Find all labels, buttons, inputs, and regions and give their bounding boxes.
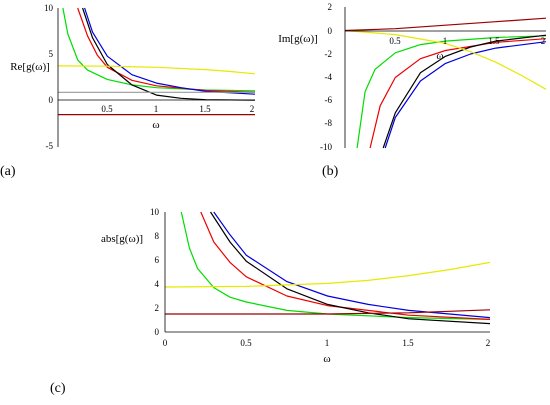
ytick-b-2: 0 <box>328 26 333 36</box>
series-line-c-1 <box>180 211 491 320</box>
ytick-b-5: -6 <box>325 95 333 105</box>
x-label-c: ω <box>323 353 330 365</box>
xtick-c-5: 2 <box>486 338 491 348</box>
series-line-c-5 <box>164 261 491 288</box>
series-line-a-4 <box>82 7 256 101</box>
series-line-a-3 <box>84 7 256 95</box>
xtick-c-3: 1 <box>325 338 330 348</box>
xtick-b-1: 0.5 <box>389 36 401 46</box>
ytick-a-3: 0 <box>49 95 54 105</box>
xtick-b-4: 2 <box>541 36 546 46</box>
ytick-c-2: 8 <box>155 231 160 241</box>
panel-label-b: (b) <box>322 164 339 179</box>
ytick-b-6: -8 <box>325 118 333 128</box>
y-label-a: Re[g(ω)] <box>10 61 50 73</box>
series-line-b-4 <box>382 34 547 149</box>
ytick-a-4: -5 <box>46 141 54 151</box>
series-line-b-5 <box>344 29 547 90</box>
xtick-c-2: 0.5 <box>240 338 252 348</box>
xtick-a-2: 1 <box>154 104 159 114</box>
series-line-b-1 <box>356 35 547 149</box>
xtick-b-2: 1 <box>443 36 448 46</box>
chart-panel-b: 0.5 1 1.5 2 2 0 -2 -4 -6 -8 -10 ω Im[g(ω… <box>278 2 547 152</box>
x-label-a: ω <box>152 119 159 131</box>
series-line-c-2 <box>200 211 491 320</box>
y-label-b: Im[g(ω)] <box>278 33 318 45</box>
panel-label-c: (c) <box>50 381 66 396</box>
xtick-a-3: 1.5 <box>199 104 211 114</box>
ytick-c-6: 0 <box>155 327 160 337</box>
ytick-b-1: 2 <box>328 2 333 12</box>
series-line-a-2 <box>77 7 256 93</box>
chart-panel-a: 0.5 1 1.5 2 10 5 0 -5 ω Re[g(ω)] <box>10 3 256 151</box>
xtick-c-4: 1.5 <box>402 338 414 348</box>
ytick-c-5: 2 <box>155 303 160 313</box>
xtick-c-1: 0 <box>163 338 168 348</box>
xtick-a-4: 2 <box>250 104 255 114</box>
series-line-a-5 <box>57 65 256 75</box>
series-line-c-4 <box>209 211 491 325</box>
xtick-b-3: 1.5 <box>488 36 500 46</box>
ytick-b-4: -4 <box>325 72 333 82</box>
series-line-a-1 <box>62 7 256 92</box>
series-line-c-6 <box>165 309 491 315</box>
y-label-c: abs[g(ω)] <box>101 233 143 245</box>
series-line-c-3 <box>213 211 491 319</box>
ytick-b-7: -10 <box>320 142 332 152</box>
series-line-b-6 <box>344 17 547 32</box>
series-line-b-3 <box>384 41 547 149</box>
series-line-b-2 <box>369 38 547 149</box>
ytick-b-3: -2 <box>325 49 333 59</box>
ytick-a-1: 10 <box>44 3 54 13</box>
series-layer-b <box>344 17 547 149</box>
x-label-b: ω <box>436 50 443 62</box>
ytick-c-4: 4 <box>155 279 160 289</box>
chart-panel-c: 0 0.5 1 1.5 2 10 8 6 4 2 0 ω abs[g(ω)] <box>101 207 490 365</box>
series-layer-a <box>57 7 256 116</box>
ytick-c-3: 6 <box>155 255 160 265</box>
series-layer-c <box>164 211 491 325</box>
xtick-a-1: 0.5 <box>101 104 113 114</box>
ytick-c-1: 10 <box>150 207 160 217</box>
ytick-a-2: 5 <box>49 49 54 59</box>
panel-label-a: (a) <box>0 164 16 179</box>
